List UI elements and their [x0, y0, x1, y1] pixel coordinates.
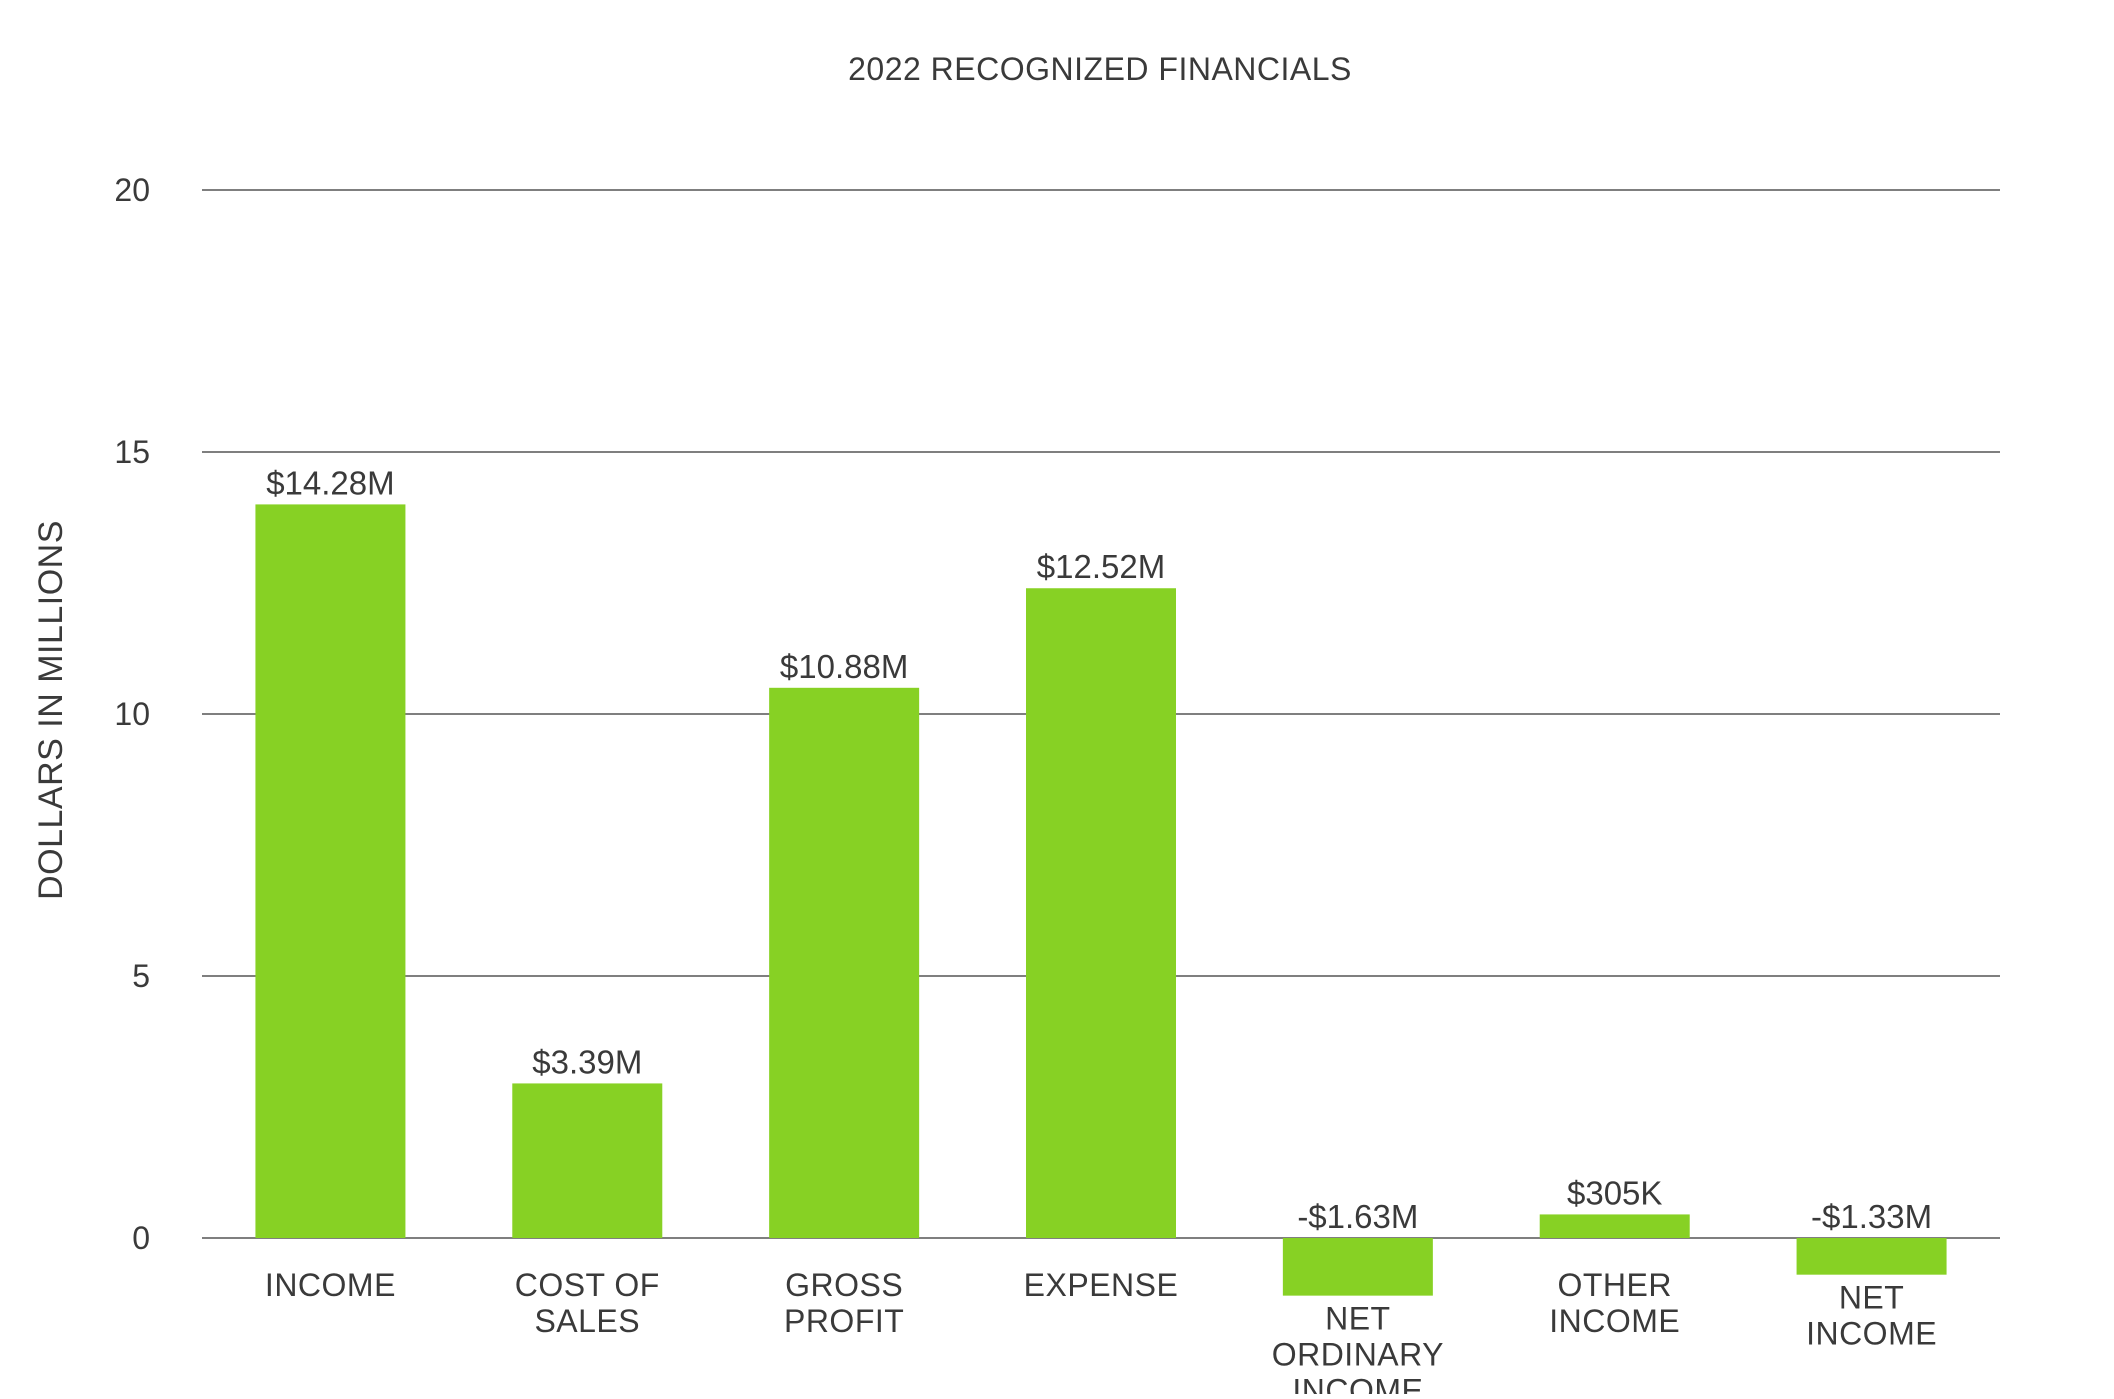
y-tick-label: 10: [114, 696, 150, 732]
chart-title: 2022 RECOGNIZED FINANCIALS: [848, 51, 1352, 87]
category-label-line: INCOME: [1549, 1303, 1680, 1339]
y-axis-ticks: 0 5 10 15 20: [114, 172, 150, 1256]
y-tick-label: 20: [114, 172, 150, 208]
bar: [769, 687, 920, 1238]
data-label: -$1.63M: [1297, 1198, 1418, 1235]
data-label: $12.52M: [1037, 548, 1165, 585]
category-label-line: ORDINARY: [1272, 1337, 1444, 1373]
category-label-line: GROSS: [785, 1267, 903, 1303]
category-label: EXPENSE: [1024, 1267, 1179, 1303]
bar: [1539, 1214, 1690, 1238]
y-tick-label: 5: [132, 958, 150, 994]
bars: [255, 504, 1947, 1296]
category-label-line: COST OF: [515, 1267, 660, 1303]
y-axis-label: DOLLARS IN MILLIONS: [32, 520, 70, 900]
category-label: OTHER INCOME: [1549, 1267, 1680, 1339]
data-label: -$1.33M: [1811, 1198, 1932, 1235]
category-label: INCOME: [265, 1267, 396, 1303]
data-label: $14.28M: [266, 464, 394, 501]
bar: [1796, 1238, 1947, 1275]
bar: [255, 504, 406, 1238]
category-label-line: INCOME: [265, 1267, 396, 1303]
bar: [512, 1083, 663, 1238]
y-tick-label: 0: [132, 1220, 150, 1256]
data-label: $10.88M: [780, 648, 908, 685]
category-label: NET INCOME: [1806, 1280, 1937, 1352]
category-label-line: NET: [1325, 1301, 1391, 1337]
category-label-line: PROFIT: [784, 1303, 904, 1339]
category-label: NET ORDINARY INCOME: [1272, 1301, 1444, 1394]
category-label-line: EXPENSE: [1024, 1267, 1179, 1303]
category-label-line: INCOME: [1292, 1373, 1423, 1394]
data-label: $3.39M: [532, 1043, 642, 1080]
category-label-line: OTHER: [1557, 1267, 1672, 1303]
category-label: COST OF SALES: [515, 1267, 660, 1339]
category-label: GROSS PROFIT: [784, 1267, 904, 1339]
category-label-line: INCOME: [1806, 1316, 1937, 1352]
bar: [1282, 1238, 1433, 1296]
data-labels: $14.28M $3.39M $10.88M $12.52M -$1.63M $305K -…: [266, 464, 1932, 1235]
bar: [1026, 588, 1176, 1238]
data-label: $305K: [1567, 1174, 1662, 1211]
y-tick-label: 15: [114, 434, 150, 470]
category-label-line: SALES: [534, 1303, 640, 1339]
category-label-line: NET: [1839, 1280, 1905, 1316]
